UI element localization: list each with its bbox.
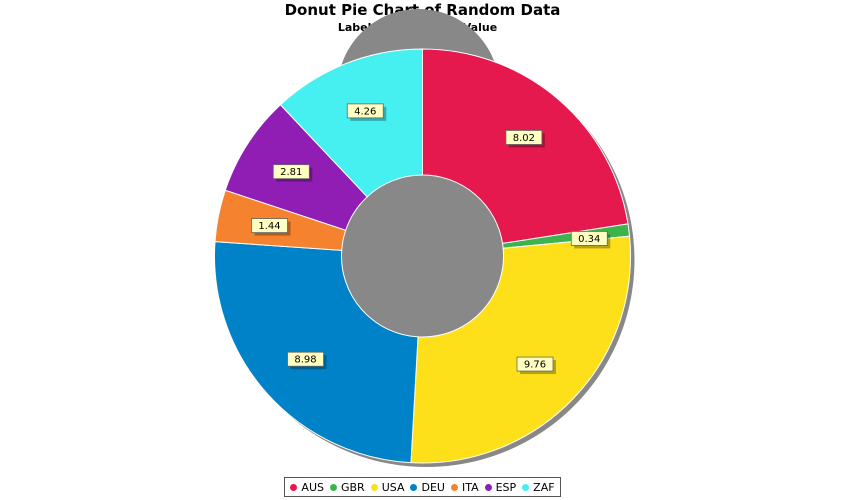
legend-swatch bbox=[410, 483, 418, 491]
legend-label: ITA bbox=[461, 480, 479, 494]
legend-label: AUS bbox=[301, 480, 324, 494]
svg-text:0.34: 0.34 bbox=[578, 234, 600, 245]
legend-label: ZAF bbox=[533, 480, 555, 494]
svg-text:8.02: 8.02 bbox=[513, 133, 535, 144]
value-label-aus: 8.02 bbox=[505, 130, 545, 148]
value-label-zaf: 4.26 bbox=[346, 103, 387, 121]
legend-label: ESP bbox=[495, 480, 517, 494]
donut-chart: 8.02 0.34 9.76 8.98 1.44 2.81 4.26 bbox=[214, 9, 635, 468]
legend-label: GBR bbox=[340, 480, 365, 494]
slice-usa bbox=[410, 235, 631, 464]
svg-text:1.44: 1.44 bbox=[258, 221, 280, 232]
value-label-gbr: 0.34 bbox=[570, 231, 611, 249]
legend-swatch bbox=[370, 483, 378, 491]
value-label-deu: 8.98 bbox=[287, 351, 327, 370]
svg-text:9.76: 9.76 bbox=[524, 360, 546, 371]
legend-item-zaf: ZAF bbox=[522, 480, 555, 494]
legend-swatch bbox=[290, 483, 298, 491]
legend: AUS GBR USA DEU ITA ESP ZAF bbox=[284, 477, 561, 497]
value-label-esp: 2.81 bbox=[272, 164, 313, 182]
svg-text:8.98: 8.98 bbox=[294, 355, 316, 366]
legend-item-aus: AUS bbox=[290, 481, 324, 494]
legend-item-usa: USA bbox=[370, 480, 405, 494]
legend-label: DEU bbox=[421, 480, 445, 494]
legend-item-ita: ITA bbox=[450, 480, 479, 494]
legend-swatch bbox=[484, 483, 492, 491]
legend-label: USA bbox=[381, 480, 405, 494]
svg-text:4.26: 4.26 bbox=[354, 106, 376, 117]
legend-item-esp: ESP bbox=[484, 480, 517, 494]
slice-aus bbox=[422, 48, 629, 245]
legend-swatch bbox=[522, 483, 530, 491]
value-label-ita: 1.44 bbox=[251, 218, 291, 236]
legend-swatch bbox=[450, 483, 458, 491]
legend-item-deu: DEU bbox=[410, 480, 445, 494]
svg-text:2.81: 2.81 bbox=[280, 167, 302, 178]
value-label-usa: 9.76 bbox=[516, 356, 557, 375]
legend-item-gbr: GBR bbox=[329, 480, 365, 494]
legend-swatch bbox=[329, 483, 337, 491]
slice-zaf bbox=[279, 48, 423, 198]
